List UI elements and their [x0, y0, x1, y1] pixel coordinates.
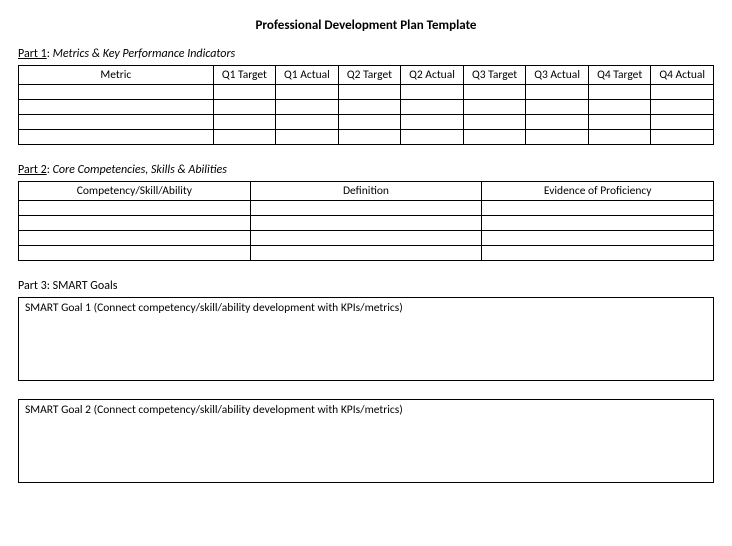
table-header-row: Metric Q1 Target Q1 Actual Q2 Target Q2 …: [19, 66, 714, 85]
part3-label: Part 3: [18, 279, 47, 293]
part1-heading: Part 1: Metrics & Key Performance Indica…: [18, 47, 714, 61]
smart-goal-2-box: SMART Goal 2 (Connect competency/skill/a…: [18, 399, 714, 483]
table-row: [19, 201, 714, 216]
part2-desc: Core Competencies, Skills & Abilities: [53, 163, 227, 177]
table-row: [19, 246, 714, 261]
table-row: [19, 100, 714, 115]
col-q1-actual: Q1 Actual: [276, 66, 339, 85]
part3-heading: Part 3: SMART Goals: [18, 279, 714, 293]
col-q3-actual: Q3 Actual: [526, 66, 589, 85]
smart-goal-1-box: SMART Goal 1 (Connect competency/skill/a…: [18, 297, 714, 381]
col-q1-target: Q1 Target: [213, 66, 276, 85]
table-row: [19, 130, 714, 145]
competencies-table: Competency/Skill/Ability Definition Evid…: [18, 181, 714, 261]
part1-desc: Metrics & Key Performance Indicators: [53, 47, 236, 61]
table-header-row: Competency/Skill/Ability Definition Evid…: [19, 182, 714, 201]
col-q4-actual: Q4 Actual: [651, 66, 714, 85]
col-evidence: Evidence of Proficiency: [482, 182, 714, 201]
smart-goal-2-body: [19, 420, 713, 482]
smart-goal-1-body: [19, 318, 713, 380]
table-row: [19, 231, 714, 246]
document-title: Professional Development Plan Template: [18, 18, 714, 33]
col-q3-target: Q3 Target: [463, 66, 526, 85]
smart-goal-1-header: SMART Goal 1 (Connect competency/skill/a…: [19, 298, 713, 318]
part2-heading: Part 2: Core Competencies, Skills & Abil…: [18, 163, 714, 177]
smart-goal-2-header: SMART Goal 2 (Connect competency/skill/a…: [19, 400, 713, 420]
part2-label: Part 2: [18, 163, 47, 177]
col-q4-target: Q4 Target: [588, 66, 651, 85]
table-row: [19, 85, 714, 100]
col-q2-target: Q2 Target: [338, 66, 401, 85]
col-q2-actual: Q2 Actual: [401, 66, 464, 85]
table-row: [19, 216, 714, 231]
table-row: [19, 115, 714, 130]
part3-desc: SMART Goals: [53, 279, 118, 293]
col-definition: Definition: [250, 182, 482, 201]
col-metric: Metric: [19, 66, 214, 85]
metrics-table: Metric Q1 Target Q1 Actual Q2 Target Q2 …: [18, 65, 714, 145]
col-competency: Competency/Skill/Ability: [19, 182, 251, 201]
part1-label: Part 1: [18, 47, 47, 61]
